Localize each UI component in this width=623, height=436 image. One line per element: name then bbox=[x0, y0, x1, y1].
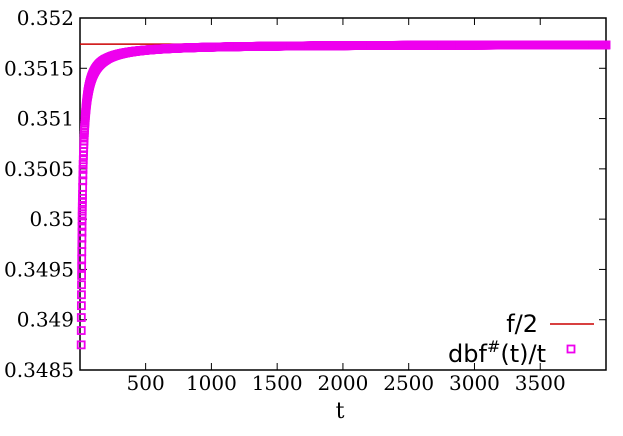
data-point-dbf bbox=[76, 326, 86, 335]
data-point-dbf bbox=[77, 227, 87, 237]
data-point-dbf bbox=[77, 211, 87, 221]
data-point-dbf bbox=[77, 216, 87, 226]
data-point-dbf bbox=[78, 176, 88, 186]
data-point-dbf bbox=[77, 271, 86, 280]
data-point-dbf bbox=[77, 221, 87, 231]
y-tick-label: 0.35 bbox=[29, 207, 74, 231]
data-point-dbf bbox=[77, 290, 86, 300]
x-tick-label: 1500 bbox=[252, 371, 303, 395]
x-tick-label: 2500 bbox=[383, 371, 434, 395]
x-tick-label: 1000 bbox=[186, 371, 237, 395]
axis-ticks: 500 1000 1500 2000 2500 3000 3500 0.3485 0.349 0.… bbox=[4, 6, 606, 395]
x-tick-label: 500 bbox=[127, 371, 165, 395]
data-point-dbf bbox=[78, 170, 88, 180]
data-point-dbf bbox=[76, 340, 86, 350]
y-tick-label: 0.3505 bbox=[4, 157, 74, 181]
data-point-dbf-overlay bbox=[601, 40, 611, 50]
x-tick-label: 3500 bbox=[515, 371, 566, 395]
data-point-dbf bbox=[78, 165, 88, 174]
legend-label-dbf: dbf#(t)/t bbox=[448, 337, 546, 368]
data-point-dbf bbox=[76, 301, 86, 311]
y-tick-label: 0.3515 bbox=[4, 56, 74, 80]
series-group bbox=[76, 40, 611, 350]
x-axis-label: t bbox=[336, 399, 345, 424]
legend-swatch-dbf bbox=[566, 344, 576, 354]
y-tick-label: 0.3485 bbox=[4, 358, 74, 382]
data-point-dbf bbox=[77, 233, 87, 243]
x-tick-label: 3000 bbox=[449, 371, 500, 395]
data-point-dbf bbox=[77, 280, 86, 290]
y-tick-label: 0.351 bbox=[17, 107, 74, 131]
y-tick-label: 0.3495 bbox=[4, 257, 74, 281]
legend-label-f2: f/2 bbox=[506, 310, 538, 338]
x-tick-label: 2000 bbox=[317, 371, 368, 395]
y-tick-label: 0.352 bbox=[17, 6, 74, 30]
data-point-dbf bbox=[77, 206, 87, 216]
data-point-dbf bbox=[77, 262, 87, 272]
y-tick-label: 0.349 bbox=[17, 308, 74, 332]
data-point-dbf bbox=[76, 313, 86, 322]
data-point-dbf bbox=[78, 160, 88, 169]
